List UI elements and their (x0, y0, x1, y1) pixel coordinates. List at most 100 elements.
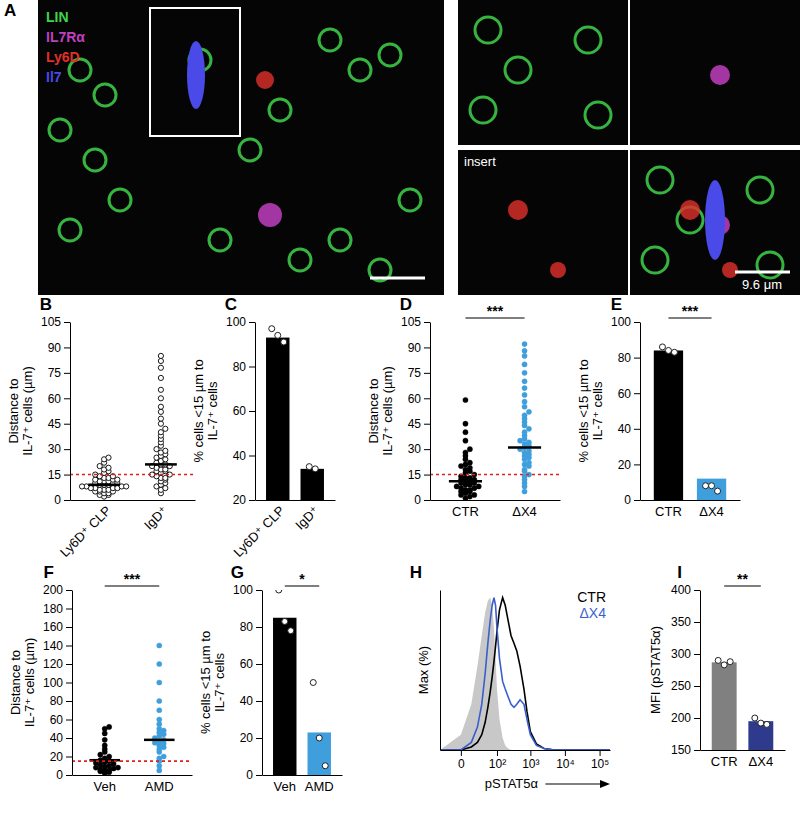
tick: 140 (43, 639, 72, 653)
panel-label: G (231, 563, 244, 582)
tick-mark (256, 738, 262, 739)
tick: 350 (671, 615, 700, 629)
data-point (715, 488, 721, 494)
tick-label: 0 (624, 493, 631, 507)
data-point (157, 698, 162, 703)
tick-label: 200 (43, 583, 63, 597)
tick: 20 (618, 458, 640, 472)
tick-mark (461, 750, 462, 756)
panel-label: H (410, 563, 422, 582)
tick-label: 0 (246, 768, 253, 782)
tick-mark (497, 750, 498, 756)
tick-mark (66, 627, 72, 628)
tick: 100 (43, 676, 72, 690)
tick: Veh (94, 779, 116, 794)
data-point (526, 440, 531, 445)
tick-mark (634, 322, 640, 323)
plot-area (712, 657, 774, 750)
data-point (316, 735, 322, 741)
tick-label: CTR (452, 504, 479, 519)
tick-label: ΔX4 (749, 754, 774, 769)
data-point (158, 358, 163, 363)
tick: 200 (43, 583, 72, 597)
y-axis: 0153045607590105 (401, 315, 431, 507)
tick: 10⁴ (556, 750, 575, 771)
data-point (124, 484, 129, 489)
legend-entry: ΔX4 (580, 605, 607, 621)
cell (349, 59, 371, 81)
cell (258, 203, 282, 227)
tick-label: 40 (618, 422, 632, 436)
tick-mark (249, 456, 255, 457)
cell (470, 97, 496, 123)
tick-mark (66, 683, 72, 684)
x-axis: 010²10³10⁴10⁵ (441, 750, 611, 771)
data-point (522, 489, 527, 494)
data-point (281, 339, 287, 345)
tick-mark (424, 322, 430, 323)
x-axis: VehAMD (263, 776, 343, 795)
tick: 20 (240, 731, 262, 745)
axis-line (440, 591, 441, 751)
data-point (102, 743, 107, 748)
data-point (276, 590, 282, 593)
tick-label: 105 (41, 315, 61, 329)
axis-line (255, 323, 256, 501)
plot-area (440, 598, 610, 750)
scale-bar (735, 271, 790, 274)
tick-label: 30 (48, 442, 62, 456)
y-axis-title: Max (%) (416, 646, 431, 694)
micrograph (38, 0, 444, 295)
y-axis-title: Distance to (8, 650, 23, 715)
tick-label: 20 (50, 750, 64, 764)
panel-label: F (44, 563, 54, 582)
cell (475, 17, 501, 43)
tick-label: 80 (618, 351, 632, 365)
tick-label: 45 (408, 417, 422, 431)
panel-label: I (677, 563, 682, 582)
tick-label: 75 (48, 366, 62, 380)
data-point (107, 724, 112, 729)
data-point (102, 737, 107, 742)
axis-line (256, 500, 336, 501)
data-point (454, 484, 459, 489)
tick-mark (565, 750, 566, 756)
tick-label: 20 (240, 731, 254, 745)
tick: IgD⁺ (141, 503, 171, 533)
legend: CTRΔX4 (577, 589, 606, 621)
bar (654, 350, 683, 500)
data-point (163, 448, 168, 453)
cell (585, 102, 611, 128)
tick-mark (66, 720, 72, 721)
tick-mark (64, 322, 70, 323)
tick-mark (694, 622, 700, 623)
data-point (522, 386, 527, 391)
data-point (752, 715, 758, 721)
cell (575, 27, 601, 53)
plot-area (70, 353, 195, 499)
channel-label: Il7 (46, 69, 62, 85)
tick-mark (64, 424, 70, 425)
tick-label: 160 (43, 620, 63, 634)
plot-area (72, 643, 192, 775)
panel-label: B (40, 295, 52, 314)
data-point (522, 430, 527, 435)
tick: 15 (408, 468, 430, 482)
tick: 90 (408, 341, 430, 355)
tick: Ly6D⁺ CLP (231, 503, 288, 560)
inset-image (458, 150, 628, 295)
tick-label: 80 (233, 360, 247, 374)
tick-label: 10⁵ (591, 757, 609, 771)
y-axis: 020406080100 (233, 583, 263, 782)
y-axis (440, 591, 441, 751)
axis-line (640, 323, 641, 501)
data-point (522, 404, 527, 409)
data-point (157, 680, 162, 685)
data-point (463, 397, 468, 402)
tick-label: Veh (94, 779, 116, 794)
tick: 120 (43, 657, 72, 671)
tick-label: 180 (43, 602, 63, 616)
tick: ΔX4 (512, 504, 537, 519)
tick: 40 (233, 449, 255, 463)
data-point (715, 657, 721, 663)
